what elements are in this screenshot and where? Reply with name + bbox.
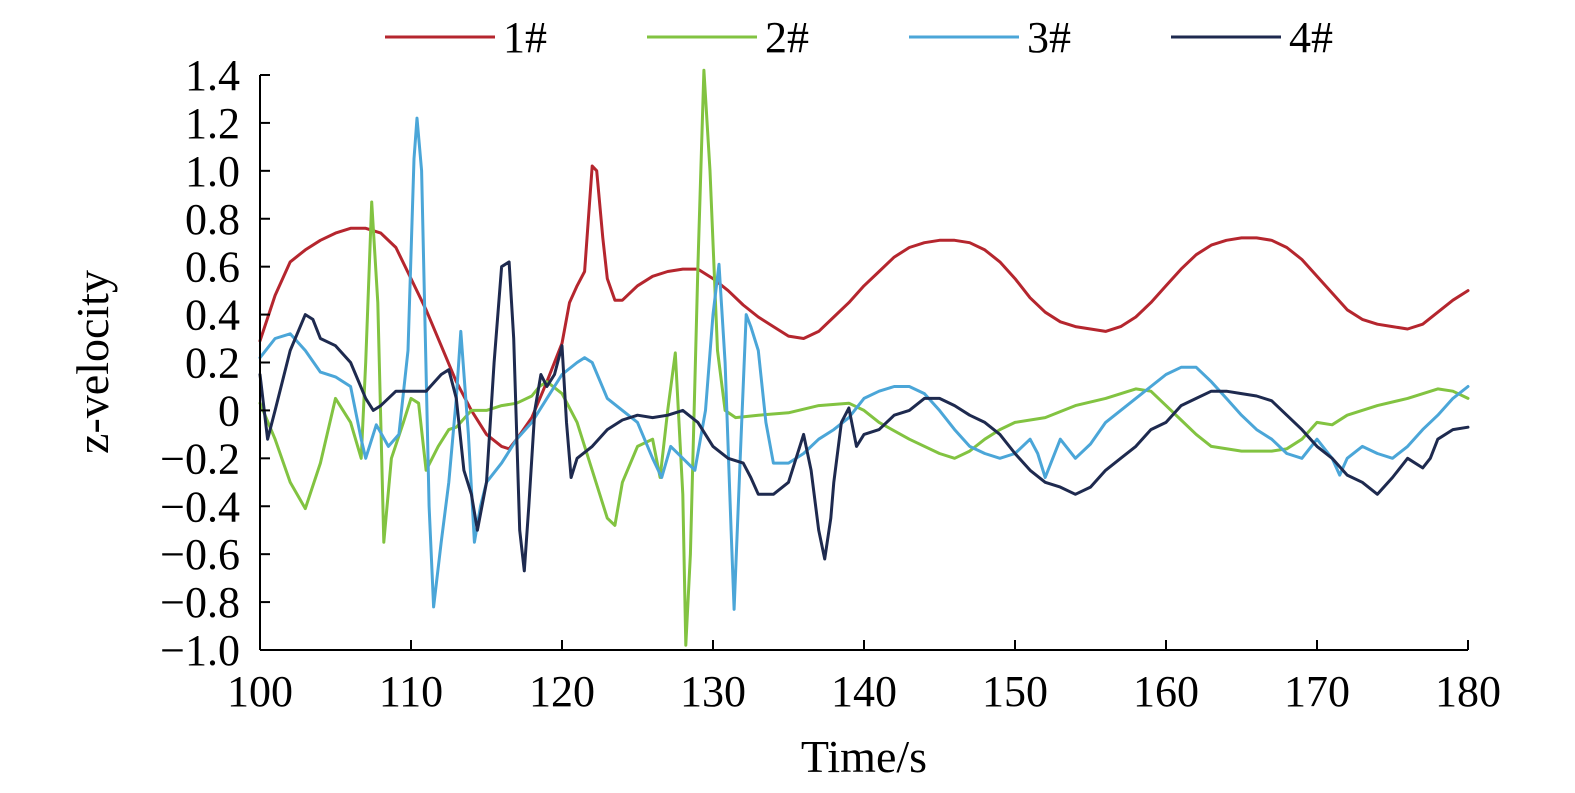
y-tick-label: 1.2 bbox=[185, 99, 240, 148]
y-tick-label: −0.2 bbox=[160, 434, 240, 483]
y-ticks: −1.0−0.8−0.6−0.4−0.200.20.40.60.81.01.21… bbox=[160, 51, 270, 675]
series-line-4 bbox=[258, 260, 1470, 573]
x-tick-label: 120 bbox=[529, 667, 595, 716]
x-tick-label: 170 bbox=[1284, 667, 1350, 716]
y-tick-label: −0.4 bbox=[160, 482, 240, 531]
x-tick-label: 150 bbox=[982, 667, 1048, 716]
y-tick-label: −1.0 bbox=[160, 626, 240, 675]
x-tick-label: 110 bbox=[379, 667, 443, 716]
legend: 1# 2# 3# 4# bbox=[385, 13, 1333, 62]
y-tick-label: 0.8 bbox=[185, 195, 240, 244]
legend-label-3: 3# bbox=[1027, 13, 1071, 62]
y-tick-label: 0.6 bbox=[185, 243, 240, 292]
y-axis-title: z-velocity bbox=[67, 270, 118, 454]
axes bbox=[259, 75, 1468, 651]
x-axis-title: Time/s bbox=[801, 731, 927, 782]
series-line-3 bbox=[258, 116, 1470, 611]
x-ticks: 100 110 120 130 140 150 160 170 180 bbox=[227, 640, 1501, 716]
y-tick-label: −0.8 bbox=[160, 578, 240, 627]
x-tick-label: 130 bbox=[680, 667, 746, 716]
y-tick-label: 1.4 bbox=[185, 51, 240, 100]
y-tick-label: 0.4 bbox=[185, 291, 240, 340]
x-tick-label: 100 bbox=[227, 667, 293, 716]
y-tick-label: 0.2 bbox=[185, 339, 240, 388]
x-tick-label: 140 bbox=[831, 667, 897, 716]
series-line-1 bbox=[258, 164, 1470, 451]
series-layer bbox=[258, 68, 1470, 647]
legend-label-4: 4# bbox=[1289, 13, 1333, 62]
legend-label-1: 1# bbox=[503, 13, 547, 62]
series-line-2 bbox=[258, 68, 1470, 647]
y-tick-label: 1.0 bbox=[185, 147, 240, 196]
legend-label-2: 2# bbox=[765, 13, 809, 62]
y-tick-label: 0 bbox=[218, 386, 240, 435]
x-tick-label: 160 bbox=[1133, 667, 1199, 716]
y-tick-label: −0.6 bbox=[160, 530, 240, 579]
x-tick-label: 180 bbox=[1435, 667, 1501, 716]
